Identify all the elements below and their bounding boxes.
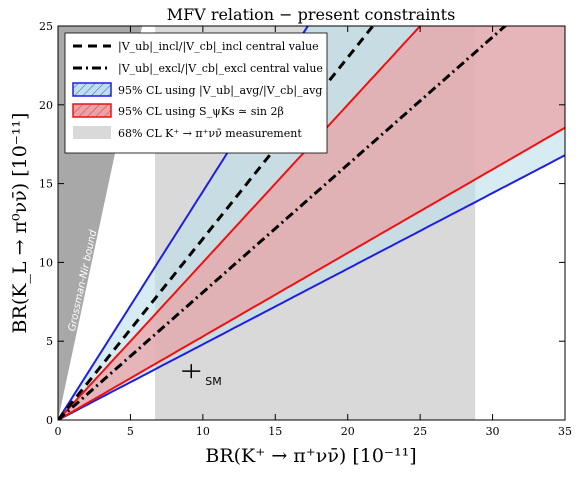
red-band-fill <box>58 26 565 420</box>
y-tick-label: 20 <box>39 99 53 112</box>
blue-lower-line <box>58 154 565 420</box>
legend-swatch-grey <box>73 126 111 139</box>
plot-frame <box>57 25 566 421</box>
y-tick-label: 15 <box>39 178 53 191</box>
y-tick-label: 0 <box>46 414 53 427</box>
x-tick-label: 35 <box>558 425 572 438</box>
y-tick-label: 10 <box>39 256 53 269</box>
legend-label-excl: |V_ub|_excl/|V_cb|_excl central value <box>118 62 323 76</box>
x-axis-label: BR(K⁺ → π⁺νν̄) [10⁻¹¹] <box>205 445 416 467</box>
y-axis-label: BR(K_L → π⁰νν̄) [10⁻¹¹] <box>9 113 31 334</box>
excl-central-line <box>58 26 508 420</box>
sm-label: SM <box>205 375 221 388</box>
legend-swatch-blue <box>72 82 112 97</box>
legend-label-incl: |V_ub|_incl/|V_cb|_incl central value <box>118 40 319 54</box>
x-tick-label: 0 <box>55 425 62 438</box>
x-tick-label: 10 <box>196 425 210 438</box>
x-tick-label: 30 <box>486 425 500 438</box>
legend-label-grey: 68% CL K⁺ → π⁺νν̄ measurement <box>118 127 302 140</box>
legend-label-red: 95% CL using S_ψKs ≃ sin 2β <box>118 105 284 118</box>
red-lower-line <box>58 126 565 420</box>
x-tick-label: 25 <box>413 425 427 438</box>
chart-title: MFV relation − present constraints <box>167 5 456 24</box>
x-tick-label: 20 <box>341 425 355 438</box>
x-axis-ticks: 0 5 10 15 20 25 30 35 <box>55 26 572 438</box>
x-tick-label: 5 <box>127 425 134 438</box>
sm-marker <box>182 364 201 379</box>
legend-label-blue: 95% CL using |V_ub|_avg/|V_cb|_avg <box>118 84 322 98</box>
blue-upper-line <box>58 26 309 420</box>
x-tick-label: 15 <box>268 425 282 438</box>
y-axis-ticks: 0 5 10 15 20 25 <box>39 20 565 427</box>
y-tick-label: 25 <box>39 20 53 33</box>
y-tick-label: 5 <box>46 335 53 348</box>
legend-swatch-red <box>72 103 112 118</box>
legend: |V_ub|_incl/|V_cb|_incl central value |V… <box>64 32 328 154</box>
